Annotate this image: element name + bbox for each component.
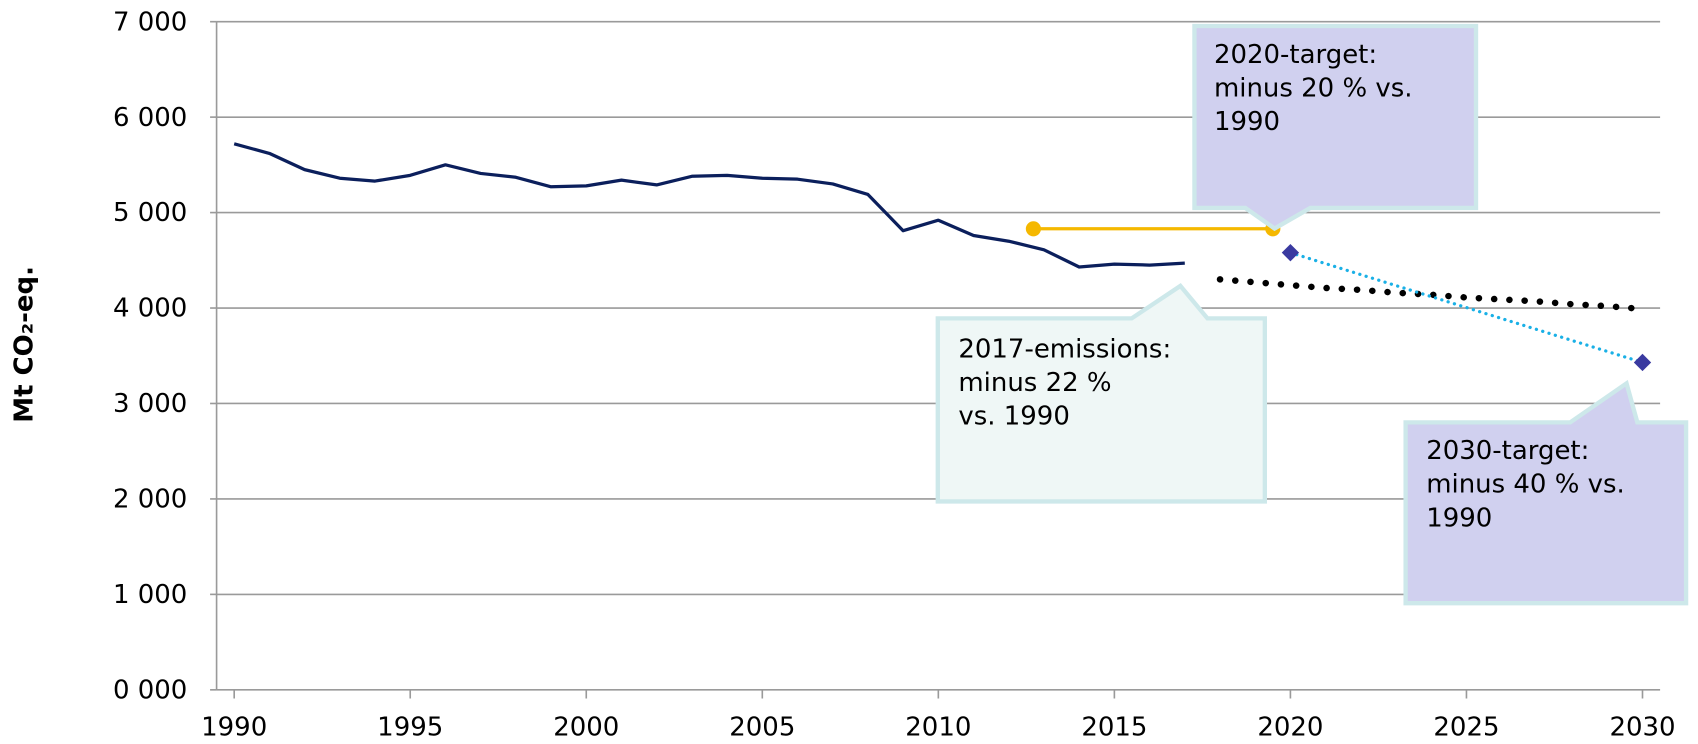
callout-box <box>1192 23 1479 232</box>
y-tick-label: 0 000 <box>113 675 187 705</box>
x-tick-label: 2015 <box>1081 712 1147 742</box>
x-tick-label: 2020 <box>1257 712 1323 742</box>
annotation-text: 2030-target: <box>1426 436 1589 466</box>
series-line <box>1216 276 1646 313</box>
annotation-text: minus 20 % vs. <box>1214 73 1413 103</box>
y-axis-label: Mt CO₂-eq. <box>9 266 39 423</box>
annotation-text: 1990 <box>1214 107 1280 137</box>
x-tick-label: 2030 <box>1609 712 1675 742</box>
point-marker <box>1633 353 1652 372</box>
series-line <box>1288 251 1645 365</box>
callout-box <box>1403 379 1689 606</box>
x-tick-label: 1990 <box>201 712 267 742</box>
annotation-text: minus 22 % <box>958 368 1111 398</box>
y-tick-label: 5 000 <box>113 198 187 228</box>
x-tick-label: 2000 <box>553 712 619 742</box>
annotation-text: minus 40 % vs. <box>1426 470 1625 500</box>
x-tick-label: 2010 <box>905 712 971 742</box>
y-tick-label: 2 000 <box>113 485 187 515</box>
callout-box <box>935 283 1268 504</box>
annotation-text: 1990 <box>1426 503 1492 533</box>
x-tick-label: 2005 <box>729 712 795 742</box>
y-tick-label: 6 000 <box>113 103 187 133</box>
series-line <box>233 142 1185 269</box>
marks <box>233 142 1652 372</box>
y-tick-label: 7 000 <box>113 7 187 37</box>
annotation-text: 2020-target: <box>1214 40 1377 70</box>
annotation-text: vs. 1990 <box>958 402 1070 432</box>
point-marker <box>1281 244 1300 262</box>
y-tick-label: 4 000 <box>113 294 187 324</box>
callouts: 2020-target:minus 20 % vs. 1990 2017-emiss… <box>935 23 1689 606</box>
point-marker <box>1025 221 1041 237</box>
x-tick-label: 2025 <box>1433 712 1499 742</box>
x-tick-label: 1995 <box>377 712 443 742</box>
y-tick-label: 3 000 <box>113 389 187 419</box>
annotation-text: 2017-emissions: <box>958 334 1171 364</box>
y-tick-label: 1 000 <box>113 580 187 610</box>
